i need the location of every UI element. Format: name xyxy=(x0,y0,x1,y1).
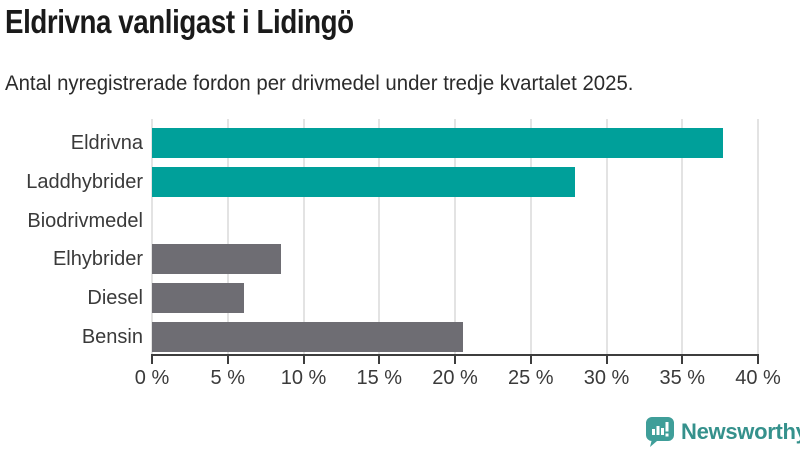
axis-tick-label: 0 % xyxy=(134,367,170,389)
axis-tick-label: 15 % xyxy=(356,367,403,389)
gridline xyxy=(757,119,759,355)
axis-tick-label: 5 % xyxy=(210,367,245,389)
bar-diesel xyxy=(152,283,245,314)
axis-tick xyxy=(226,356,229,364)
axis-tick xyxy=(151,356,153,364)
brand-name: Newsworthy xyxy=(681,419,800,444)
category-label: Elhybrider xyxy=(52,248,143,271)
x-axis-line xyxy=(151,354,759,356)
gridline xyxy=(681,119,684,355)
brand-footer: Newsworthy xyxy=(646,417,800,447)
category-label: Bensin xyxy=(81,326,143,348)
axis-tick-label: 30 % xyxy=(583,367,630,389)
category-label: Diesel xyxy=(87,287,143,310)
chart-title: Eldrivna vanligast i Lidingö xyxy=(5,3,354,40)
axis-tick-label: 35 % xyxy=(659,367,706,389)
plot-area xyxy=(151,119,759,355)
bar-laddhybrider xyxy=(152,166,575,197)
gridline xyxy=(529,119,532,355)
axis-tick-label: 40 % xyxy=(735,367,781,389)
gridline xyxy=(151,119,153,355)
axis-tick-label: 10 % xyxy=(280,367,327,389)
gridline xyxy=(226,119,229,355)
axis-tick-label: 20 % xyxy=(432,367,478,389)
gridline xyxy=(302,119,305,355)
bar-eldrivna xyxy=(152,128,724,158)
axis-tick xyxy=(681,356,684,364)
axis-tick xyxy=(302,356,305,364)
axis-tick xyxy=(605,356,608,364)
gridline xyxy=(378,119,381,355)
chart-subtitle: Antal nyregistrerade fordon per drivmede… xyxy=(5,72,634,95)
axis-tick xyxy=(454,356,456,364)
axis-tick xyxy=(378,356,381,364)
gridline xyxy=(454,119,456,355)
newsworthy-logo-icon xyxy=(646,417,674,447)
category-label: Laddhybrider xyxy=(26,170,143,193)
axis-tick xyxy=(757,356,759,364)
axis-tick xyxy=(529,356,532,364)
bar-bensin xyxy=(152,322,463,352)
category-label: Biodrivmedel xyxy=(27,209,143,232)
bar-elhybrider xyxy=(152,244,281,275)
category-label: Eldrivna xyxy=(70,132,143,154)
gridline xyxy=(605,119,608,355)
axis-tick-label: 25 % xyxy=(507,367,554,389)
